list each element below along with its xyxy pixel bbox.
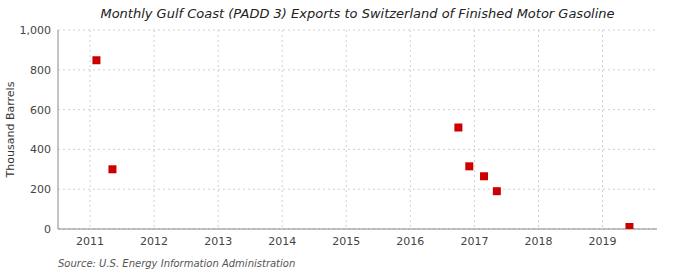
chart-svg: Monthly Gulf Coast (PADD 3) Exports to S… xyxy=(0,0,675,275)
y-axis-label: Thousand Barrels xyxy=(4,81,17,178)
grid-line-y xyxy=(58,149,657,150)
x-tick-label: 2014 xyxy=(268,235,296,248)
grid-line-x xyxy=(282,30,283,229)
x-axis-line xyxy=(58,229,657,230)
grid-line-x xyxy=(154,30,155,229)
x-tick-label: 2015 xyxy=(332,235,360,248)
grid-line-y xyxy=(58,109,657,110)
grid-line-x xyxy=(474,30,475,229)
scatter-point xyxy=(108,165,116,173)
chart-container: Monthly Gulf Coast (PADD 3) Exports to S… xyxy=(0,0,675,275)
scatter-point xyxy=(92,56,100,64)
grid-line-x xyxy=(90,30,91,229)
grid-line-y xyxy=(58,69,657,70)
grid xyxy=(58,30,657,229)
title: Monthly Gulf Coast (PADD 3) Exports to S… xyxy=(100,6,614,21)
scatter-point xyxy=(480,172,488,180)
y-tick-label: 0 xyxy=(44,223,51,236)
x-tick-label: 2017 xyxy=(460,235,488,248)
x-tick-label: 2013 xyxy=(204,235,232,248)
grid-line-x xyxy=(602,30,603,229)
y-tick-label: 800 xyxy=(30,64,51,77)
grid-line-y xyxy=(58,229,657,230)
scatter-point xyxy=(493,187,501,195)
x-tick-label: 2011 xyxy=(76,235,104,248)
grid-line-y xyxy=(58,189,657,190)
scatter-point xyxy=(454,124,462,132)
x-tick-label: 2012 xyxy=(140,235,168,248)
scatter-point xyxy=(465,162,473,170)
y-tick-label: 400 xyxy=(30,143,51,156)
grid-line-x xyxy=(538,30,539,229)
y-axis-line xyxy=(58,30,59,229)
grid-line-x xyxy=(218,30,219,229)
source-note: Source: U.S. Energy Information Administ… xyxy=(58,258,295,269)
y-tick-label: 1,000 xyxy=(20,24,52,37)
y-tick-label: 200 xyxy=(30,183,51,196)
scatter-point xyxy=(625,223,633,229)
grid-line-x xyxy=(410,30,411,229)
grid-line-y xyxy=(58,30,657,31)
x-tick-label: 2019 xyxy=(589,235,617,248)
y-tick-label: 600 xyxy=(30,104,51,117)
x-tick-label: 2016 xyxy=(396,235,424,248)
x-tick-label: 2018 xyxy=(524,235,552,248)
grid-line-x xyxy=(346,30,347,229)
points xyxy=(92,56,633,229)
